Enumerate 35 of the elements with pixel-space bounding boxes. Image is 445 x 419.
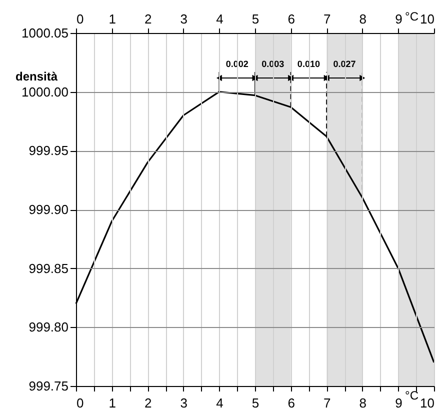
x-tick-label: 2: [144, 12, 152, 26]
x2-tick-label: 8: [359, 396, 367, 410]
x2-tick-label: 10: [420, 396, 434, 410]
x2-tick-label: 1: [108, 396, 116, 410]
x-tick-label: 1: [108, 12, 116, 26]
x2-tick-label: 2: [144, 396, 152, 410]
x-tick-label: 4: [216, 12, 224, 26]
y-axis-title: densità: [15, 70, 58, 84]
x-tick-label: 3: [180, 12, 188, 26]
y-tick-label: 999.75: [28, 378, 68, 394]
x2-axis-title: °C: [405, 10, 419, 24]
x-axis-title: °C: [405, 388, 419, 402]
x2-tick-label: 6: [288, 396, 295, 410]
x2-tick-label: 4: [216, 396, 224, 410]
y-tick-label: 999.95: [28, 143, 68, 158]
annotation: 0.027: [333, 59, 356, 69]
x-tick-label: 6: [288, 12, 295, 26]
x2-tick-label: 3: [180, 396, 188, 410]
x-tick-label: 8: [359, 12, 367, 26]
y-tick-label: 1000.00: [22, 84, 68, 100]
x-tick-label: 10: [420, 12, 434, 26]
y-tick-label: 999.85: [28, 260, 68, 276]
x2-tick-label: 0: [76, 396, 84, 410]
x-tick-label: 7: [323, 12, 331, 26]
annotation: 0.003: [262, 59, 284, 69]
x2-tick-label: 7: [323, 396, 331, 410]
x2-tick-label: 9: [395, 396, 402, 410]
annotation: 0.010: [297, 59, 320, 69]
y-tick-label: 999.80: [28, 320, 68, 335]
x-tick-label: 9: [395, 12, 402, 26]
x-tick-label: 0: [76, 12, 84, 26]
x2-tick-label: 5: [252, 396, 260, 410]
x-tick-label: 5: [252, 12, 260, 26]
y-tick-label: 999.90: [28, 202, 68, 217]
y-tick-label: 1000.05: [22, 26, 68, 40]
